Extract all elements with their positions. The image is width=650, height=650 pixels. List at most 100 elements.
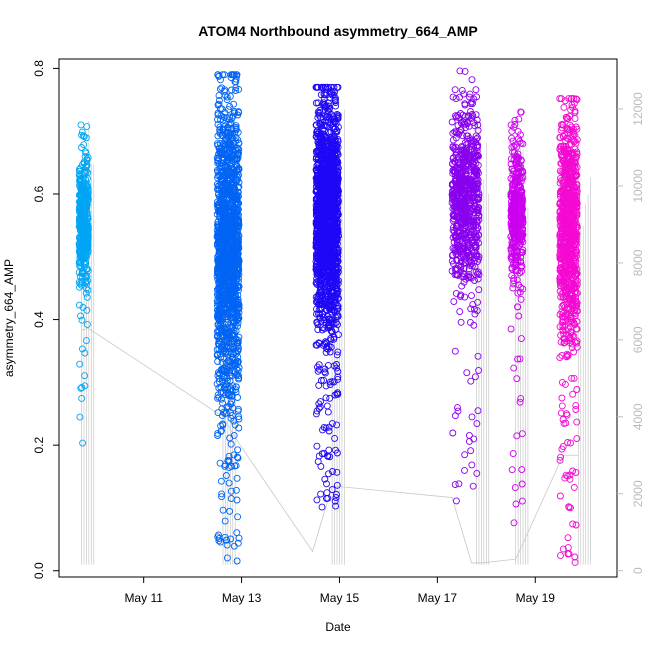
data-point: [215, 92, 223, 100]
data-point: [75, 278, 83, 286]
data-point: [228, 86, 235, 94]
data-point: [220, 347, 228, 354]
data-point: [233, 209, 241, 217]
data-point: [467, 447, 475, 455]
data-point: [315, 181, 323, 189]
data-point: [471, 122, 479, 130]
data-point: [322, 316, 330, 324]
data-point: [77, 384, 85, 392]
data-point: [231, 253, 238, 261]
data-point: [329, 159, 337, 167]
data-point: [321, 283, 328, 291]
data-point: [450, 154, 457, 162]
data-point: [467, 305, 475, 313]
data-point: [564, 534, 572, 542]
data-point: [325, 105, 333, 113]
data-point: [83, 306, 91, 314]
data-point: [475, 195, 483, 203]
data-point: [331, 223, 339, 231]
data-point: [458, 86, 466, 94]
data-point: [214, 533, 222, 541]
data-point: [514, 219, 522, 227]
data-point: [218, 192, 226, 200]
data-point: [219, 282, 227, 290]
data-point: [516, 288, 524, 296]
series-deployment-5: [507, 108, 527, 527]
data-point: [224, 216, 232, 224]
data-point: [79, 234, 87, 242]
data-point: [84, 229, 92, 237]
data-point: [460, 252, 468, 260]
data-point: [327, 222, 335, 229]
data-point: [475, 216, 483, 224]
data-point: [462, 124, 469, 132]
data-point: [75, 223, 83, 231]
data-point: [227, 487, 235, 495]
data-point: [328, 486, 336, 494]
data-point: [76, 173, 84, 180]
data-point: [328, 286, 336, 294]
data-point: [510, 193, 518, 201]
data-point: [333, 361, 340, 368]
data-point: [217, 260, 225, 268]
data-point: [76, 413, 84, 421]
data-point: [233, 245, 241, 253]
data-point: [475, 286, 483, 294]
data-point: [83, 293, 91, 301]
data-point: [322, 225, 330, 233]
data-point: [518, 480, 526, 488]
data-point: [221, 71, 228, 79]
data-point: [319, 174, 327, 182]
data-point: [329, 87, 337, 95]
data-point: [450, 167, 458, 174]
data-point: [221, 304, 229, 312]
data-point: [517, 395, 525, 403]
data-point: [330, 306, 338, 314]
data-point: [79, 211, 87, 219]
data-point: [316, 279, 324, 287]
data-point: [315, 109, 323, 117]
data-point: [232, 195, 240, 203]
data-point: [471, 310, 479, 318]
data-point: [514, 355, 522, 363]
data-point: [461, 451, 469, 459]
data-point: [320, 90, 328, 98]
data-point: [75, 166, 83, 173]
data-point: [79, 267, 87, 275]
data-point: [466, 90, 474, 98]
data-point: [448, 180, 456, 188]
data-point: [516, 398, 524, 406]
data-point: [474, 209, 482, 217]
data-point: [448, 118, 456, 126]
data-point: [230, 367, 238, 374]
data-point: [510, 222, 517, 230]
data-point: [318, 122, 326, 130]
data-point: [470, 142, 478, 150]
data-point: [451, 412, 459, 420]
data-point: [315, 310, 322, 318]
data-point: [225, 277, 233, 285]
data-point: [215, 378, 223, 386]
data-point: [78, 131, 86, 139]
data-point: [461, 208, 469, 216]
data-point: [334, 368, 342, 375]
data-point: [464, 243, 472, 251]
data-point: [218, 358, 226, 366]
data-point: [461, 259, 469, 267]
data-point: [319, 150, 327, 158]
data-point: [317, 91, 325, 99]
data-point: [227, 170, 235, 178]
data-point: [460, 278, 468, 286]
data-point: [466, 135, 474, 143]
data-point: [319, 118, 327, 126]
data-point: [334, 83, 342, 91]
data-point: [216, 160, 223, 168]
data-point: [234, 286, 242, 294]
data-point: [226, 283, 234, 290]
data-point: [457, 258, 465, 266]
data-point: [333, 390, 341, 398]
data-point: [511, 484, 519, 492]
data-point: [454, 214, 462, 222]
data-point: [328, 160, 336, 168]
data-point: [233, 198, 241, 206]
